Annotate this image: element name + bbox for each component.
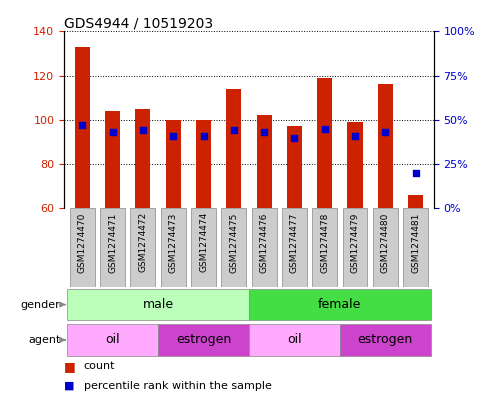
Bar <box>105 111 120 208</box>
Text: GSM1274476: GSM1274476 <box>260 212 269 273</box>
Text: GSM1274479: GSM1274479 <box>351 212 359 273</box>
Bar <box>67 324 158 356</box>
Point <box>78 122 86 128</box>
Bar <box>256 116 272 208</box>
Text: GSM1274481: GSM1274481 <box>411 212 420 273</box>
Text: GSM1274474: GSM1274474 <box>199 212 208 272</box>
Bar <box>191 208 216 287</box>
Text: count: count <box>84 362 115 371</box>
Bar <box>75 47 90 208</box>
Bar <box>312 208 337 287</box>
Bar <box>226 89 242 208</box>
Point <box>290 134 298 141</box>
Point <box>200 132 208 139</box>
Text: estrogen: estrogen <box>358 333 413 347</box>
Text: ■: ■ <box>64 360 76 373</box>
Text: GSM1274480: GSM1274480 <box>381 212 390 273</box>
Text: GSM1274471: GSM1274471 <box>108 212 117 273</box>
Bar <box>348 122 363 208</box>
Bar <box>249 324 340 356</box>
Bar <box>67 288 249 321</box>
Bar <box>135 109 150 208</box>
Text: estrogen: estrogen <box>176 333 231 347</box>
Bar <box>100 208 125 287</box>
Point <box>169 132 177 139</box>
Text: GSM1274477: GSM1274477 <box>290 212 299 273</box>
Text: percentile rank within the sample: percentile rank within the sample <box>84 381 272 391</box>
Bar <box>249 288 431 321</box>
Text: GSM1274478: GSM1274478 <box>320 212 329 273</box>
Bar <box>161 208 186 287</box>
Text: GSM1274472: GSM1274472 <box>139 212 147 272</box>
Point <box>382 129 389 135</box>
Bar <box>317 78 332 208</box>
Bar <box>252 208 277 287</box>
Point <box>139 127 147 134</box>
Point <box>351 132 359 139</box>
Bar <box>158 324 249 356</box>
Point <box>321 125 329 132</box>
Point <box>230 127 238 134</box>
Bar <box>373 208 398 287</box>
Bar <box>287 127 302 208</box>
Bar <box>408 195 423 208</box>
Text: GSM1274473: GSM1274473 <box>169 212 177 273</box>
Text: GSM1274470: GSM1274470 <box>78 212 87 273</box>
Point <box>108 129 116 135</box>
Text: female: female <box>318 298 361 311</box>
Bar <box>378 84 393 208</box>
Bar <box>343 208 367 287</box>
Point <box>412 170 420 176</box>
Text: oil: oil <box>106 333 120 347</box>
Bar <box>403 208 428 287</box>
Text: agent: agent <box>28 335 61 345</box>
Text: ■: ■ <box>64 381 74 391</box>
Text: oil: oil <box>287 333 302 347</box>
Text: GSM1274475: GSM1274475 <box>229 212 238 273</box>
Bar <box>196 120 211 208</box>
Text: gender: gender <box>21 299 61 310</box>
Bar <box>221 208 246 287</box>
Text: GDS4944 / 10519203: GDS4944 / 10519203 <box>64 16 213 30</box>
Bar <box>70 208 95 287</box>
Bar <box>282 208 307 287</box>
Bar <box>131 208 155 287</box>
Bar <box>340 324 431 356</box>
Text: male: male <box>142 298 174 311</box>
Point <box>260 129 268 135</box>
Bar <box>166 120 181 208</box>
